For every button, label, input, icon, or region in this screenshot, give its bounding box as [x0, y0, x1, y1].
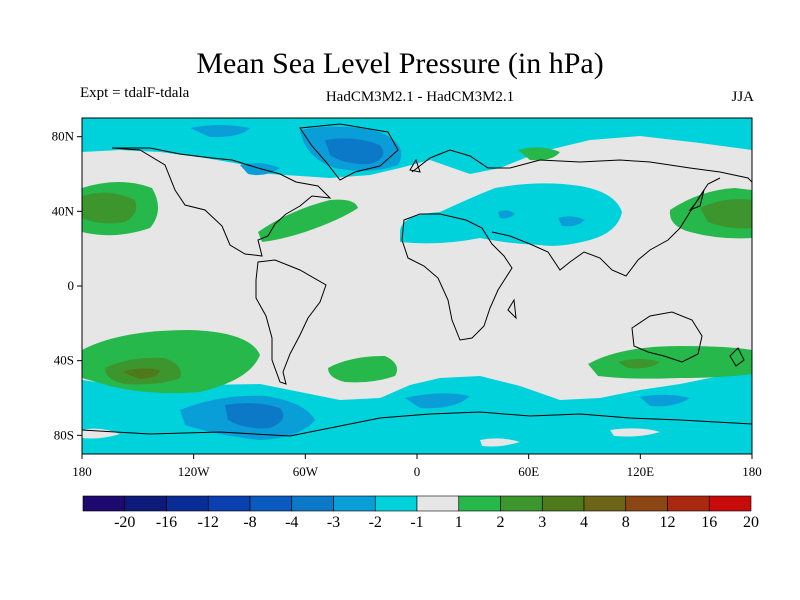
colorbar-label: 8	[622, 514, 630, 531]
greenland-low-center	[325, 138, 384, 165]
lat-tick-label: 40S	[54, 353, 74, 368]
colorbar-swatch	[458, 495, 501, 512]
colorbar-swatch	[333, 495, 376, 512]
latitude-axis: 80N 40N 0 40S 80S	[52, 129, 82, 442]
lon-tick-label: 120W	[178, 464, 211, 479]
eurasia-low-patch	[558, 216, 585, 227]
coastlines	[82, 123, 752, 437]
arctic-low-region	[82, 118, 752, 178]
plot-title: Mean Sea Level Pressure (in hPa)	[196, 47, 604, 80]
indian-southern-low-patch	[640, 394, 690, 407]
antarctic-neutral-patch	[480, 438, 520, 447]
colorbar-swatch	[82, 495, 126, 512]
arctic-low-patch	[240, 163, 280, 176]
madagascar-coast	[507, 298, 517, 320]
colorbar-label: 2	[497, 514, 505, 531]
colorbar-label: -12	[198, 514, 219, 531]
australia-coast	[631, 311, 703, 363]
colorbar-label: -16	[156, 514, 177, 531]
colorbar-label: -2	[369, 514, 382, 531]
central-asia-high	[518, 147, 560, 161]
new-zealand-coast	[729, 347, 745, 367]
map-field	[82, 118, 752, 454]
antarctic-neutral-patch-2	[610, 428, 660, 437]
colorbar-label: 12	[660, 514, 676, 531]
north-pacific-high-east-core	[700, 199, 752, 229]
north-pacific-high-west-core	[82, 192, 137, 224]
colorbar-swatch	[207, 495, 251, 512]
lon-tick-label: 180	[742, 464, 762, 479]
antarctica-coast	[82, 411, 752, 437]
pacific-southern-low-core	[225, 403, 284, 429]
mideast-low-patch	[498, 210, 515, 219]
lat-tick-label: 0	[68, 278, 75, 293]
colorbar-label: -4	[285, 514, 298, 531]
uk-coast	[409, 158, 421, 173]
north-atlantic-high	[258, 199, 358, 242]
colorbar-swatch	[708, 495, 752, 512]
antarctic-neutral-patch-3	[82, 428, 120, 439]
south-pacific-high-center	[122, 368, 160, 379]
colorbar-swatch	[416, 495, 460, 512]
greenland-coast	[299, 123, 399, 181]
season-label: JJA	[731, 89, 754, 105]
lat-tick-label: 40N	[52, 203, 75, 218]
colorbar-label: -20	[114, 514, 135, 531]
lat-tick-label: 80S	[54, 427, 74, 442]
colorbar-label: -8	[243, 514, 256, 531]
longitude-axis: 180 120W 60W 0 60E 120E 180	[72, 454, 762, 479]
colorbar-swatch	[625, 495, 668, 512]
europe-coast	[411, 149, 752, 183]
colorbar-label: 4	[580, 514, 588, 531]
south-america-coast	[255, 259, 327, 385]
south-atlantic-low-patch	[405, 393, 470, 409]
canada-low-patch	[190, 125, 250, 138]
colorbar-label: 1	[455, 514, 463, 531]
lon-tick-label: 120E	[627, 464, 655, 479]
lon-tick-label: 60W	[293, 464, 319, 479]
colorbar-swatch	[249, 495, 293, 512]
north-america-coast	[111, 147, 332, 257]
colorbar-swatch	[583, 495, 627, 512]
japan-coast	[688, 189, 705, 212]
lon-tick-label: 0	[414, 464, 421, 479]
colorbar-label: 3	[538, 514, 546, 531]
colorbar: -20 -16 -12 -8 -4 -3 -2 -1 1 2 3 4 8 12 16 20	[82, 495, 759, 531]
colorbar-swatch	[166, 495, 209, 512]
colorbar-swatch	[541, 495, 585, 512]
colorbar-swatch	[500, 495, 543, 512]
indian-ocean-high-core	[618, 359, 660, 369]
africa-coast	[401, 213, 513, 341]
lat-tick-label: 80N	[52, 129, 75, 144]
experiment-label: Expt = tdalF-tdala	[80, 85, 190, 101]
colorbar-swatch	[374, 495, 418, 512]
model-label: HadCM3M2.1 - HadCM3M2.1	[325, 89, 515, 105]
colorbar-swatch	[667, 495, 710, 512]
lon-tick-label: 60E	[518, 464, 539, 479]
colorbar-label: 20	[743, 514, 759, 531]
lon-tick-label: 180	[72, 464, 92, 479]
colorbar-label: 16	[701, 514, 717, 531]
colorbar-swatch	[124, 495, 167, 512]
south-atlantic-high	[328, 356, 398, 383]
indian-ocean-high	[588, 346, 752, 379]
colorbar-swatch	[291, 495, 334, 512]
colorbar-label: -1	[410, 514, 423, 531]
colorbar-label: -3	[327, 514, 340, 531]
